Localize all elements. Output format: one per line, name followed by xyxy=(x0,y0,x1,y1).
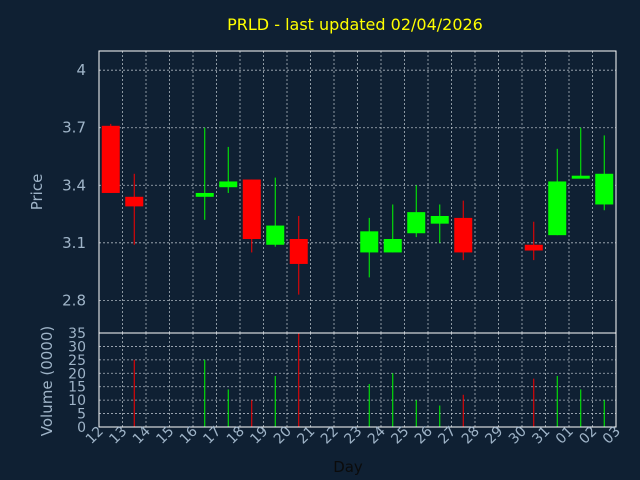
candle-body xyxy=(595,173,614,205)
volume-tick-label: 25 xyxy=(68,353,86,369)
volume-tick-label: 10 xyxy=(68,393,86,409)
candle-body xyxy=(101,125,120,193)
candle-body xyxy=(289,239,308,264)
volume-tick-label: 20 xyxy=(68,366,86,382)
x-axis-title: Day xyxy=(333,458,363,476)
candle-body xyxy=(360,231,379,253)
candle-body xyxy=(383,239,402,253)
candle-body xyxy=(571,175,590,179)
candle-body xyxy=(266,225,285,245)
volume-tick-label: 15 xyxy=(68,380,86,396)
volume-axis-title: Volume (0000) xyxy=(38,326,56,436)
volume-tick-label: 30 xyxy=(68,339,86,355)
candle-body xyxy=(454,217,473,253)
price-axis-title: Price xyxy=(28,174,46,211)
price-tick-label: 4 xyxy=(76,61,86,79)
candle-body xyxy=(242,179,261,239)
volume-tick-label: 35 xyxy=(68,326,86,342)
candle-body xyxy=(548,181,567,236)
x-axis: 12 13 14 15 16 17 18 19 20 21 22 23 24 25 26 27 28 29 30 31… xyxy=(83,423,624,447)
volume-frame xyxy=(98,332,617,428)
volume-tick-label: 5 xyxy=(77,407,86,423)
price-tick-label: 3.4 xyxy=(62,176,86,194)
chart-title: PRLD - last updated 02/04/2026 xyxy=(227,15,483,34)
candle-body xyxy=(524,244,543,251)
price-tick-label: 3.1 xyxy=(62,234,86,252)
candle-body xyxy=(430,215,449,224)
candle-body xyxy=(195,192,214,197)
candle-body xyxy=(219,181,238,188)
price-tick-label: 2.8 xyxy=(62,291,86,309)
candle-body xyxy=(407,212,426,234)
candle-body xyxy=(125,196,144,207)
price-tick-label: 3.7 xyxy=(62,119,86,137)
price-panel: 2.8 3.1 3.4 3.7 4 xyxy=(62,50,617,334)
volume-tick-label: 0 xyxy=(77,420,86,436)
